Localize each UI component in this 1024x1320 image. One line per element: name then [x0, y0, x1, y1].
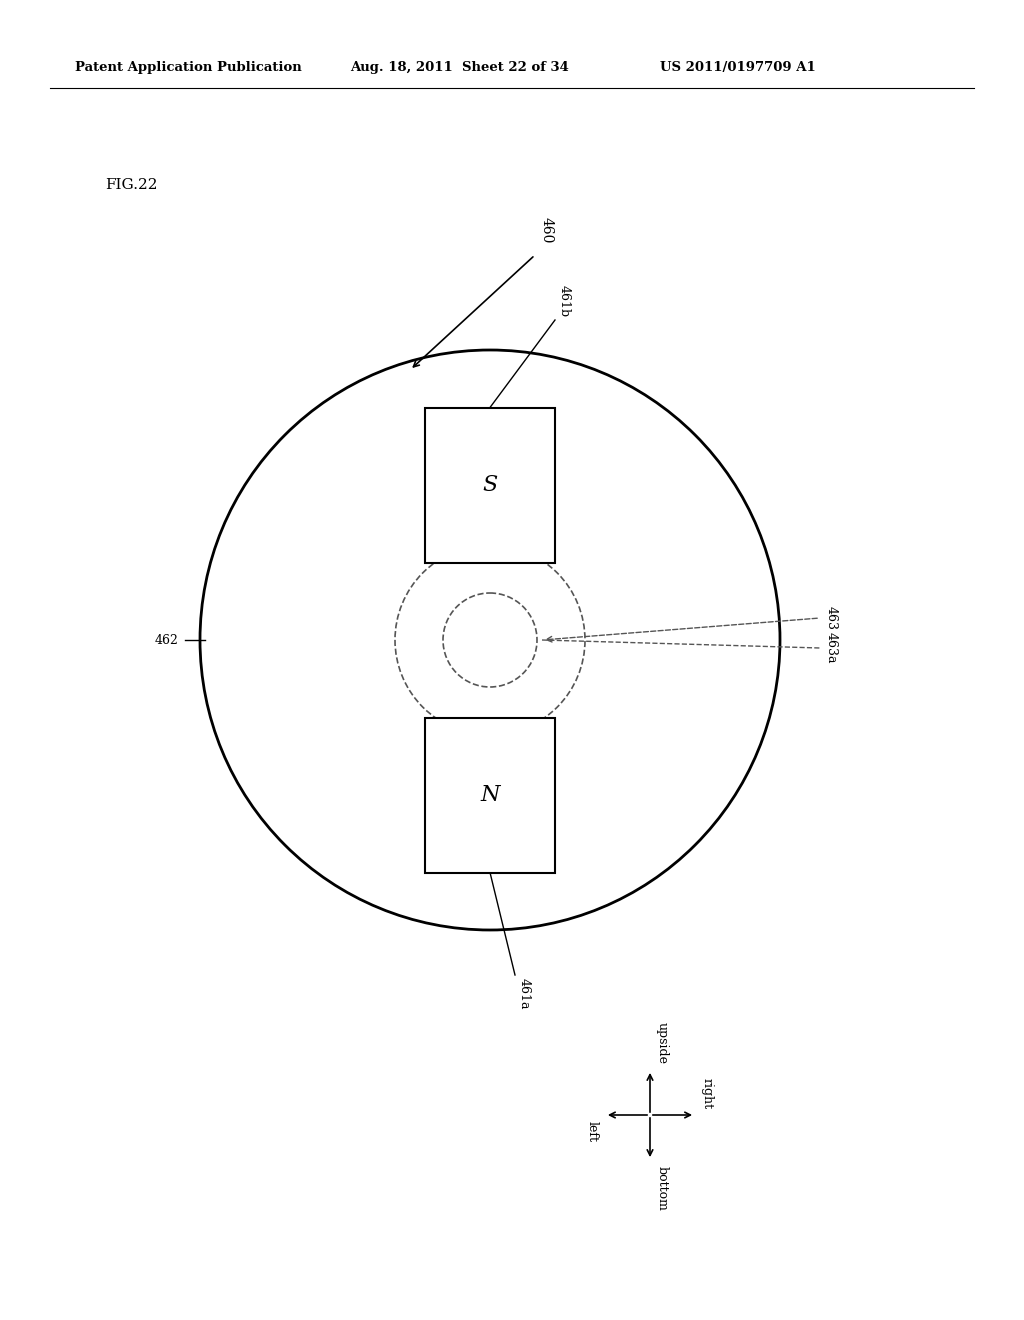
Text: 461b: 461b [558, 285, 571, 317]
Text: upside: upside [656, 1022, 669, 1064]
Bar [425, 408, 555, 562]
Text: 463: 463 [825, 606, 838, 630]
Text: left: left [586, 1121, 599, 1142]
Text: right: right [701, 1078, 714, 1109]
Text: Patent Application Publication: Patent Application Publication [75, 62, 302, 74]
Text: 460: 460 [540, 216, 554, 243]
Bar [425, 718, 555, 873]
Text: 461a: 461a [518, 978, 531, 1010]
Text: US 2011/0197709 A1: US 2011/0197709 A1 [660, 62, 816, 74]
Text: bottom: bottom [656, 1166, 669, 1210]
Text: S: S [482, 474, 498, 496]
Text: Aug. 18, 2011  Sheet 22 of 34: Aug. 18, 2011 Sheet 22 of 34 [350, 62, 569, 74]
Text: N: N [480, 784, 500, 807]
Text: 463a: 463a [825, 632, 838, 664]
Text: 462: 462 [155, 634, 179, 647]
Text: FIG.22: FIG.22 [105, 178, 158, 191]
